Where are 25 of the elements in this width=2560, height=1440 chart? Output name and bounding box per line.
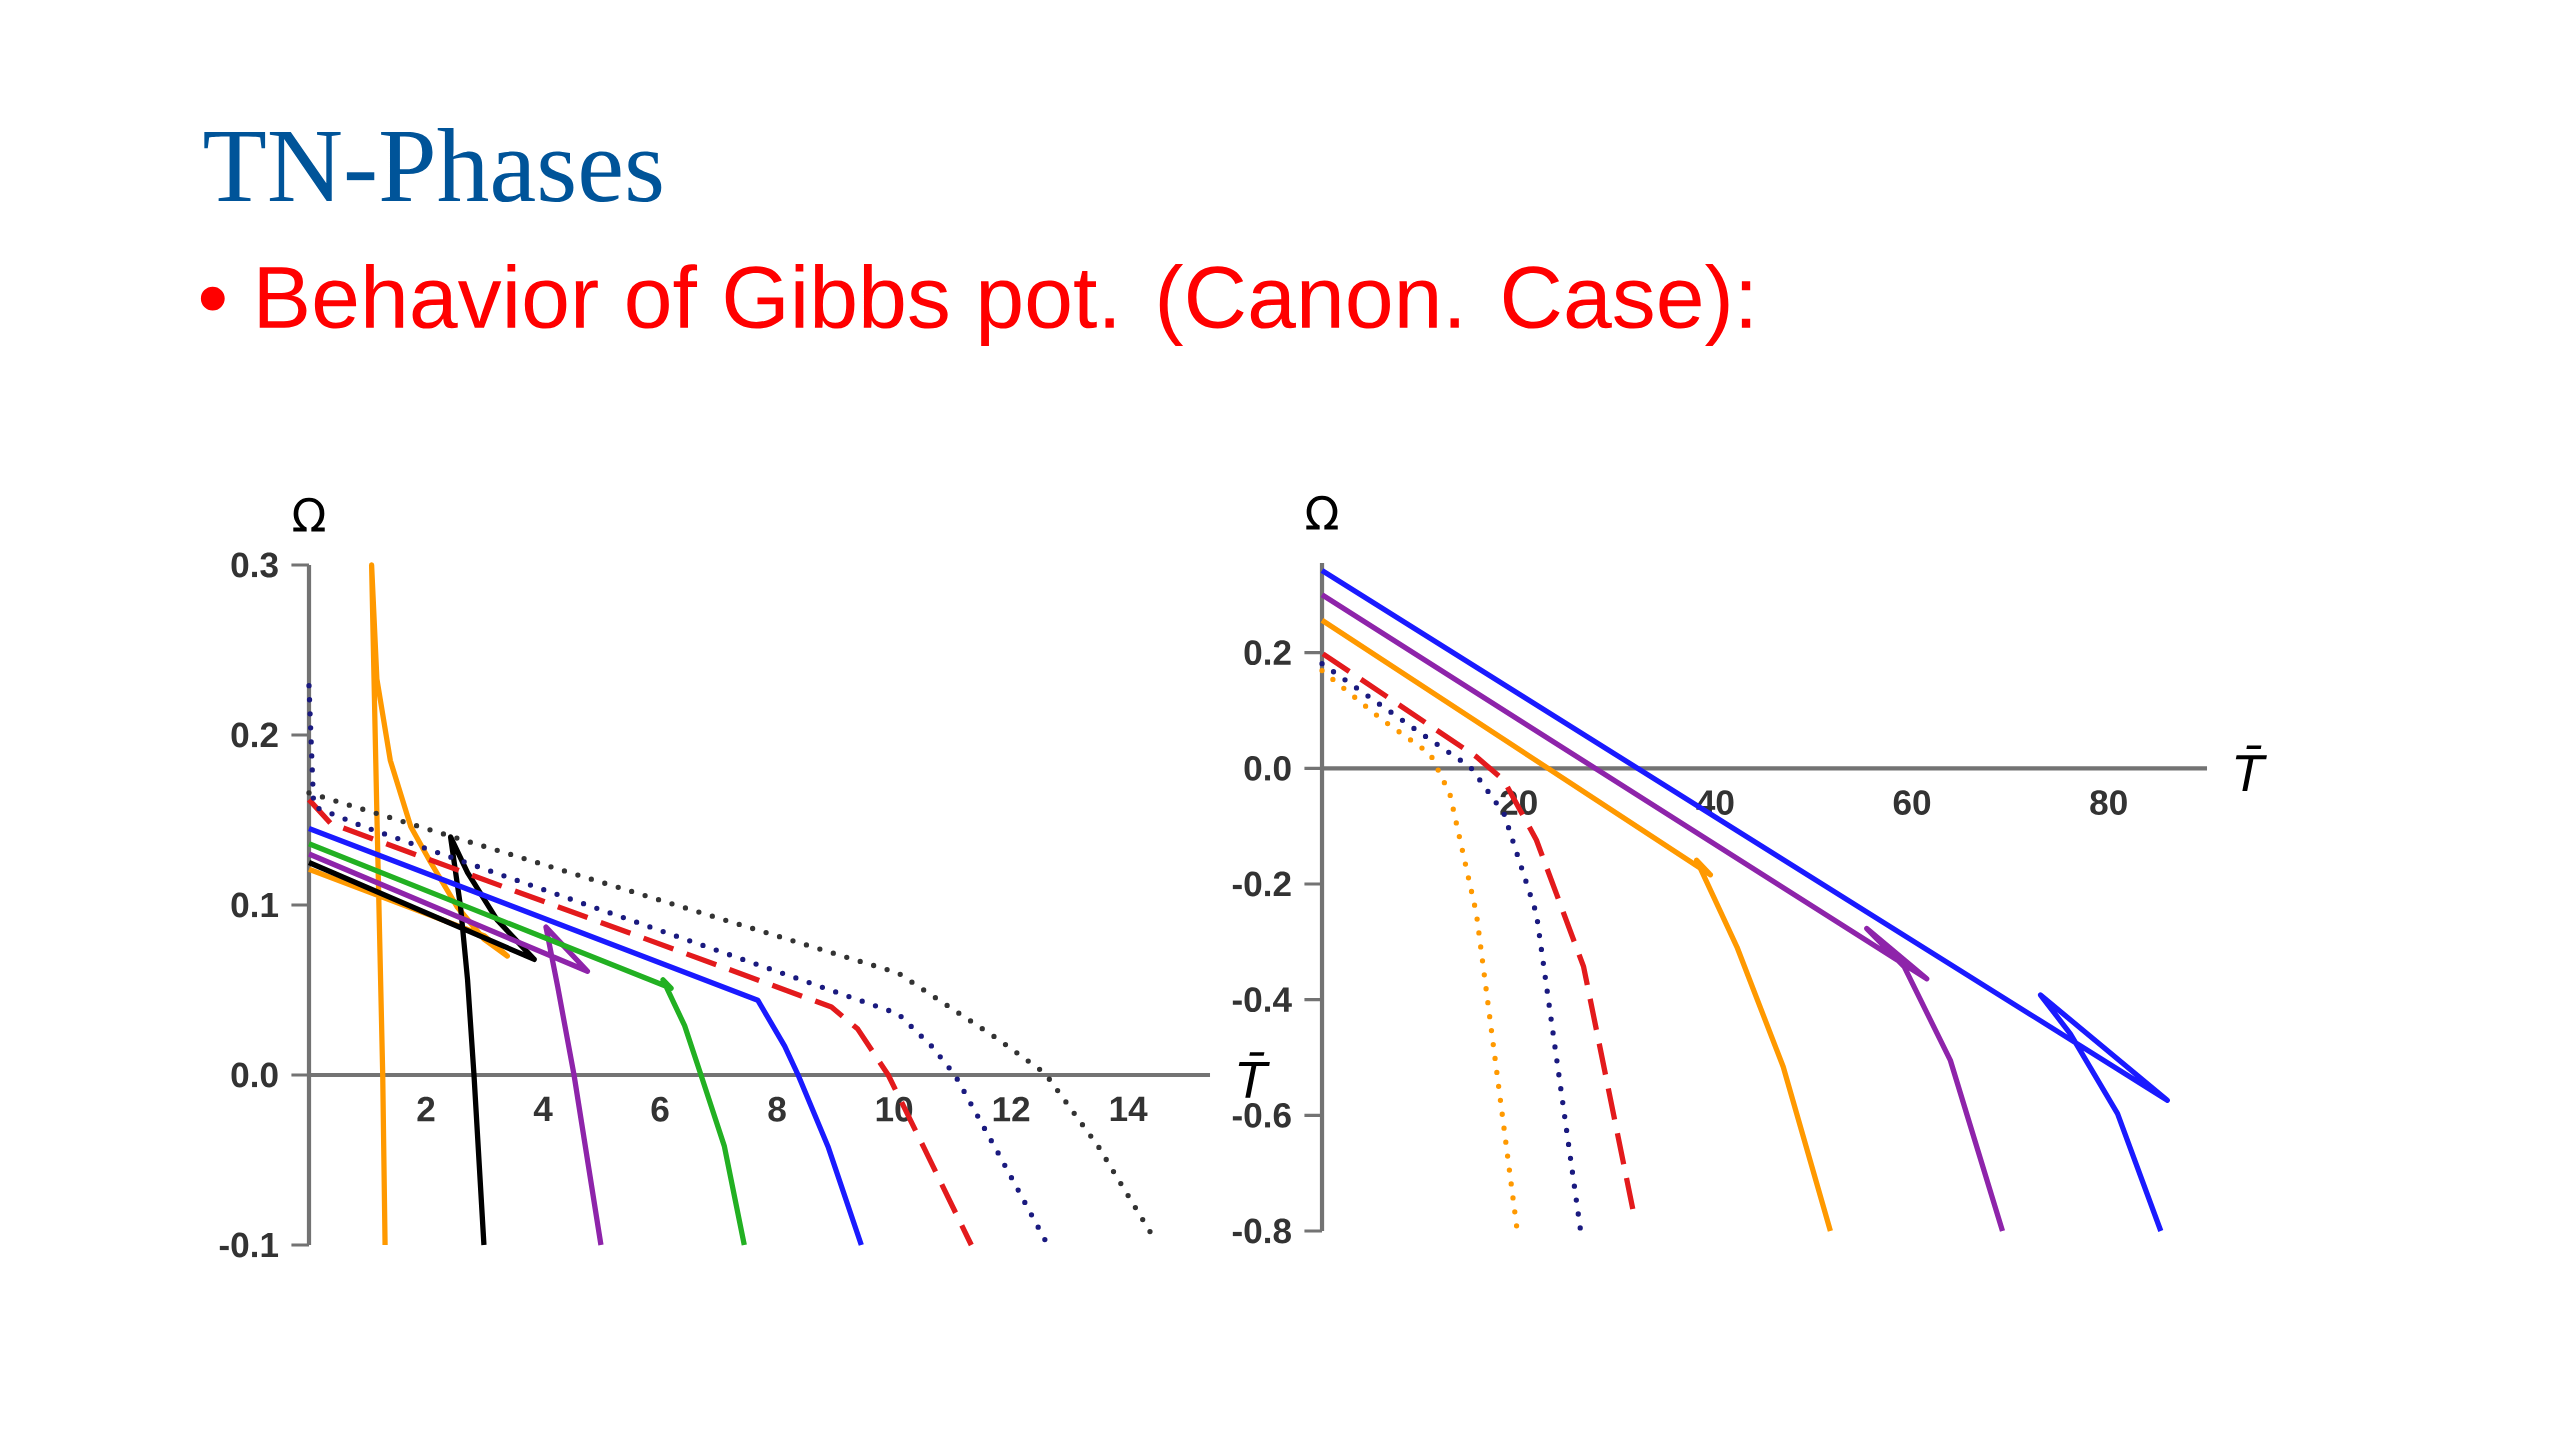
- x-tick-label: 8: [768, 1096, 786, 1122]
- y-tick-label: 0.2: [1244, 640, 1291, 666]
- y-tick-label: -0.2: [1232, 871, 1291, 897]
- y-tick-label: 0.0: [1244, 755, 1291, 781]
- y-tick-label: 0.3: [231, 552, 278, 578]
- y-tick-label: -0.4: [1232, 987, 1292, 1013]
- y-tick-label: -0.6: [1232, 1102, 1291, 1128]
- y-tick-label: -0.1: [219, 1232, 279, 1258]
- x-tick-label: 80: [2090, 790, 2127, 815]
- y-tick-label: 0.0: [231, 1062, 278, 1088]
- x-tick-label: 60: [1893, 790, 1931, 815]
- y-tick-label: 0.2: [231, 722, 278, 748]
- chart-title: TN-Phases: [204, 127, 662, 203]
- x-tick-label: 4: [533, 1096, 553, 1121]
- x-tick-label: 12: [993, 1096, 1030, 1122]
- y-tick-label: -0.8: [1232, 1218, 1291, 1244]
- y-axis-title: Ω: [293, 497, 325, 532]
- x-axis-title: T̄: [2235, 745, 2267, 792]
- chart-subtitle: • Behavior of Gibbs pot. (Canon. Case):: [200, 264, 1751, 346]
- y-axis-title: Ω: [1306, 495, 1338, 530]
- x-tick-label: 14: [1110, 1096, 1148, 1121]
- x-tick-label: 6: [651, 1096, 669, 1122]
- x-axis-title: T̄: [1238, 1052, 1270, 1098]
- y-tick-label: 0.1: [231, 892, 279, 918]
- x-tick-label: 2: [417, 1096, 435, 1122]
